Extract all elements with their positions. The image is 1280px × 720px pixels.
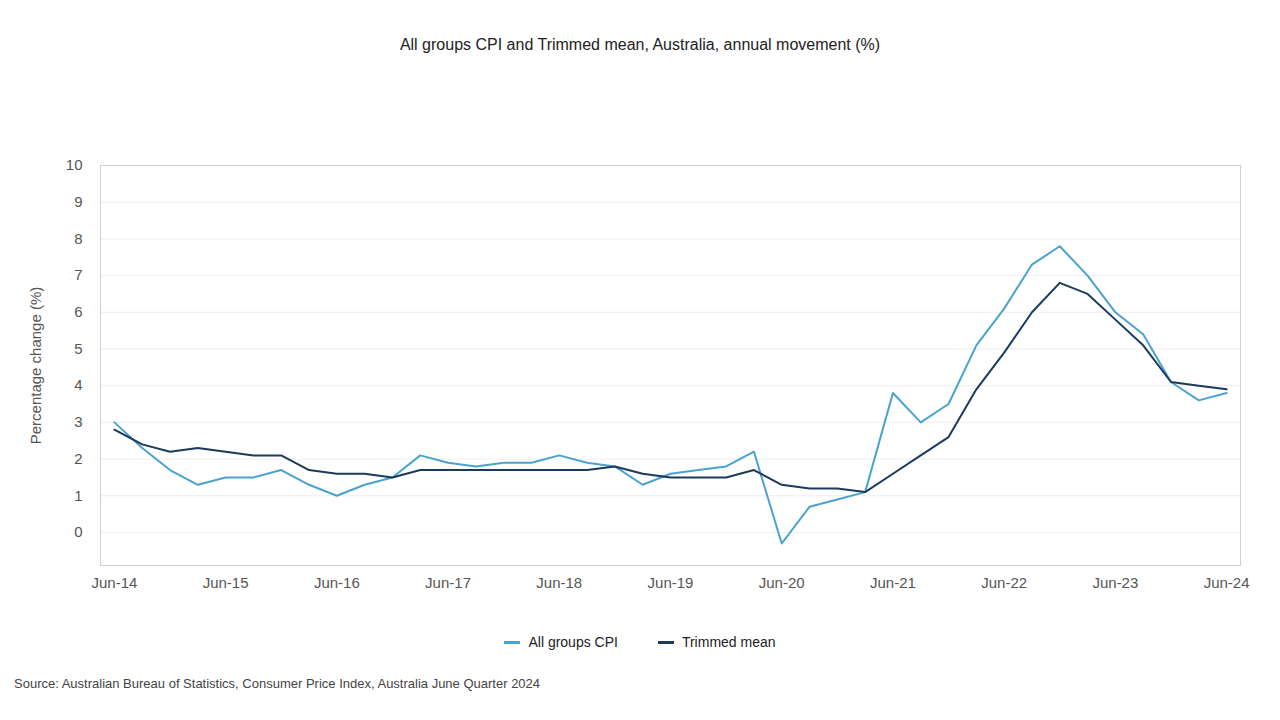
svg-text:Jun-21: Jun-21 <box>870 574 916 591</box>
svg-text:9: 9 <box>74 193 82 210</box>
svg-text:10: 10 <box>66 156 83 173</box>
svg-text:2: 2 <box>74 450 82 467</box>
html-text:Source: Australian Bureau of S: Source: Australian Bureau of Statistics,… <box>14 676 541 691</box>
svg-text:Jun-17: Jun-17 <box>425 574 471 591</box>
svg-text:Jun-22: Jun-22 <box>981 574 1027 591</box>
svg-text:Jun-24: Jun-24 <box>1204 574 1250 591</box>
svg-text:Jun-15: Jun-15 <box>203 574 249 591</box>
svg-text:Jun-16: Jun-16 <box>314 574 360 591</box>
svg-text:7: 7 <box>74 266 82 283</box>
svg-text:4: 4 <box>74 376 82 393</box>
svg-text:Percentage change (%): Percentage change (%) <box>27 287 44 445</box>
svg-text:Jun-23: Jun-23 <box>1092 574 1138 591</box>
svg-text:Jun-18: Jun-18 <box>536 574 582 591</box>
html-text:All groups CPI: All groups CPI <box>528 634 618 650</box>
svg-text:0: 0 <box>74 523 82 540</box>
svg-text:6: 6 <box>74 303 82 320</box>
html-text:Trimmed mean: Trimmed mean <box>681 634 776 650</box>
svg-text:Jun-14: Jun-14 <box>91 574 137 591</box>
svg-text:8: 8 <box>74 230 82 247</box>
svg-text:Jun-19: Jun-19 <box>648 574 694 591</box>
html-text:All groups CPI and Trimmed mea: All groups CPI and Trimmed mean, Austral… <box>399 36 881 53</box>
svg-text:3: 3 <box>74 413 82 430</box>
svg-text:1: 1 <box>74 487 82 504</box>
svg-text:5: 5 <box>74 340 82 357</box>
svg-text:Jun-20: Jun-20 <box>759 574 805 591</box>
